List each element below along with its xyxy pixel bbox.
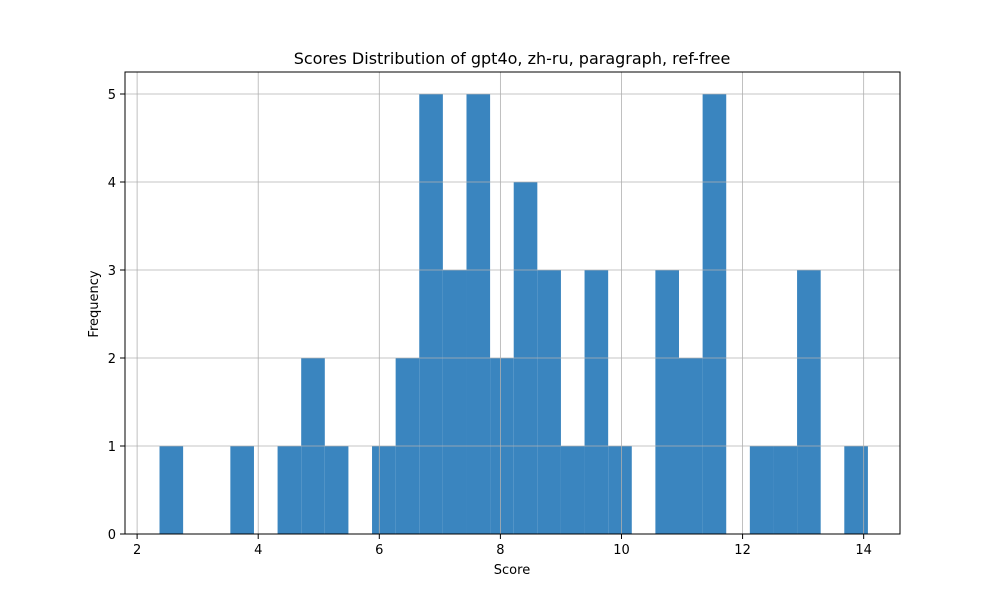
y-tick-label: 5 bbox=[108, 88, 116, 103]
grid-lines bbox=[125, 72, 900, 535]
histogram-bar-9 bbox=[372, 446, 396, 534]
y-tick-label: 0 bbox=[108, 528, 116, 543]
histogram-bar-26 bbox=[773, 446, 798, 534]
histogram-bar-29 bbox=[844, 446, 868, 534]
histogram-bar-7 bbox=[324, 446, 349, 534]
histogram-bar-21 bbox=[655, 270, 680, 534]
x-tick-label: 10 bbox=[613, 543, 630, 558]
histogram-bar-3 bbox=[230, 446, 254, 534]
chart-title: Scores Distribution of gpt4o, zh-ru, par… bbox=[294, 49, 731, 68]
histogram-bar-17 bbox=[560, 446, 585, 534]
y-axis-ticks: 0 1 2 3 4 5 bbox=[108, 88, 125, 543]
y-axis-label: Frequency bbox=[87, 270, 102, 337]
histogram-bar-13 bbox=[466, 94, 491, 534]
y-tick-label: 2 bbox=[108, 352, 116, 367]
x-tick-label: 4 bbox=[254, 543, 262, 558]
histogram-bar-23 bbox=[702, 94, 727, 534]
x-axis-label: Score bbox=[494, 563, 530, 578]
y-tick-label: 1 bbox=[108, 440, 116, 455]
x-tick-label: 12 bbox=[734, 543, 751, 558]
histogram-bar-0 bbox=[159, 446, 184, 534]
bars bbox=[159, 94, 868, 534]
histogram-bar-18 bbox=[584, 270, 609, 534]
histogram-bar-27 bbox=[797, 270, 821, 534]
histogram-bar-11 bbox=[419, 94, 443, 534]
x-tick-label: 6 bbox=[375, 543, 383, 558]
x-axis-ticks: 2 4 6 8 10 12 14 bbox=[133, 534, 872, 558]
x-tick-label: 14 bbox=[855, 543, 872, 558]
histogram-bar-19 bbox=[608, 446, 632, 534]
x-tick-label: 2 bbox=[133, 543, 141, 558]
histogram-bar-25 bbox=[749, 446, 774, 534]
y-tick-label: 4 bbox=[108, 176, 116, 191]
plot-area-frame bbox=[124, 71, 901, 535]
histogram-bar-16 bbox=[537, 270, 561, 534]
histogram-bar-12 bbox=[442, 270, 467, 534]
y-tick-label: 3 bbox=[108, 264, 116, 279]
histogram-bar-5 bbox=[277, 446, 302, 534]
x-tick-label: 8 bbox=[496, 543, 504, 558]
